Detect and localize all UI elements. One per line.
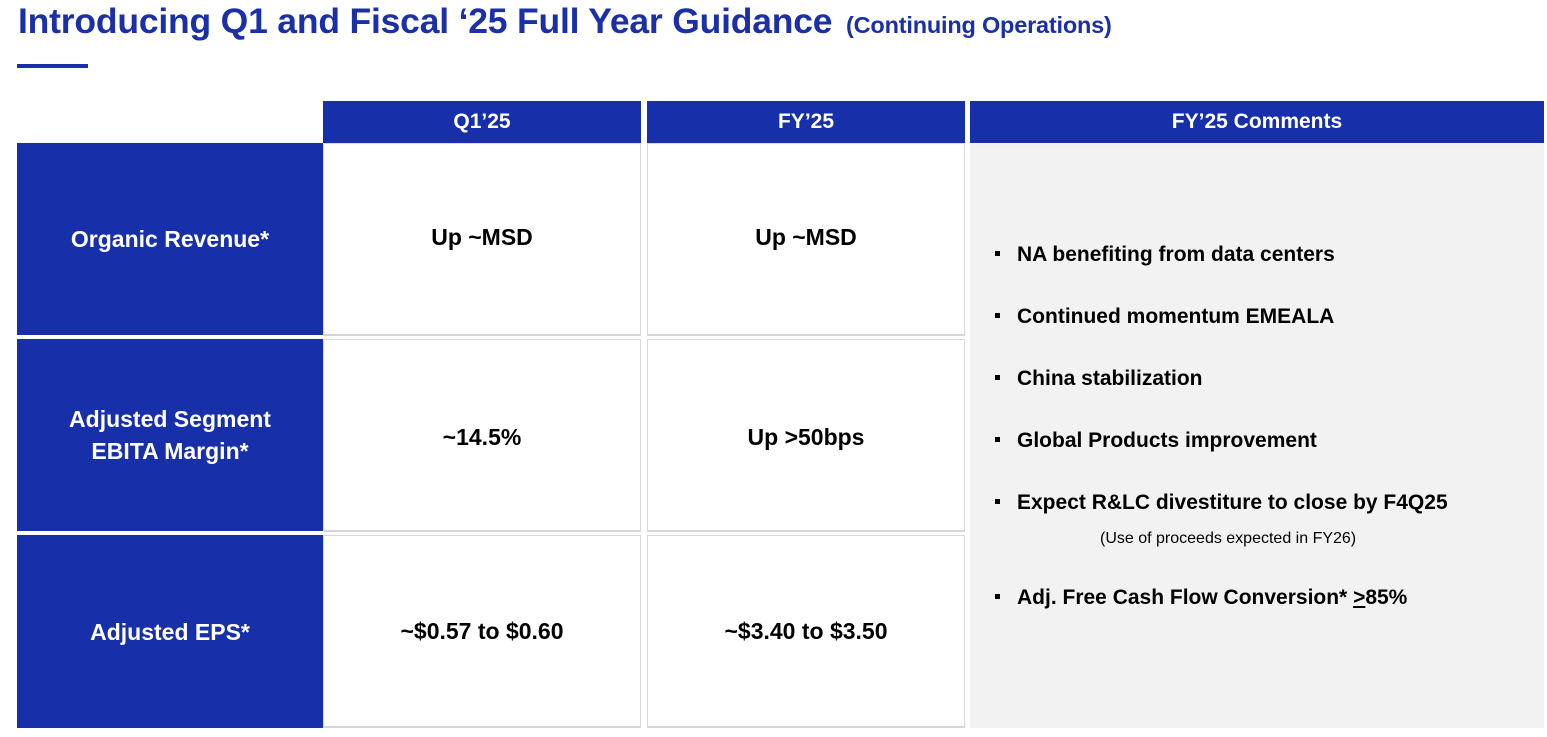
row-label-organic-revenue: Organic Revenue*: [17, 143, 323, 335]
row-label-adjusted-segment-ebita-margin: Adjusted Segment EBITA Margin*: [17, 339, 323, 531]
cell-value: ~14.5%: [442, 423, 522, 450]
comment-item: Continued momentum EMEALA: [995, 305, 1334, 329]
page-title: Introducing Q1 and Fiscal ‘25 Full Year …: [18, 1, 1112, 42]
comment-text: Expect R&LC divestiture to close by F4Q2…: [1017, 491, 1448, 514]
greater-equal-symbol: >: [1353, 586, 1366, 609]
comment-text: China stabilization: [1017, 367, 1203, 390]
cell-value: ~$0.57 to $0.60: [400, 617, 564, 644]
comments-panel: NA benefiting from data centers Continue…: [970, 143, 1544, 728]
cell-ebita-margin-q1: ~14.5%: [323, 339, 641, 532]
comment-text: Adj. Free Cash Flow Conversion*: [1017, 586, 1354, 609]
cell-value: Up ~MSD: [431, 223, 533, 250]
comment-item: Adj. Free Cash Flow Conversion* >85%: [995, 586, 1407, 610]
page-subtitle: (Continuing Operations): [846, 12, 1112, 38]
column-header-fy-25-comments: FY’25 Comments: [970, 101, 1544, 143]
bullet-square-icon: [995, 250, 1000, 256]
cell-ebita-margin-fy: Up >50bps: [647, 339, 965, 532]
comment-text-value: 85%: [1365, 586, 1408, 609]
column-header-q1-25: Q1’25: [323, 101, 641, 143]
comment-item: China stabilization: [995, 367, 1203, 391]
bullet-square-icon: [995, 312, 1000, 318]
comment-text: Continued momentum EMEALA: [1017, 305, 1335, 328]
comment-text: Global Products improvement: [1017, 429, 1317, 452]
cell-adjusted-eps-q1: ~$0.57 to $0.60: [323, 535, 641, 728]
bullet-square-icon: [995, 436, 1000, 442]
comment-item: Global Products improvement: [995, 429, 1317, 453]
column-header-fy-25: FY’25: [647, 101, 965, 143]
cell-value: ~$3.40 to $3.50: [724, 617, 888, 644]
bullet-square-icon: [995, 374, 1000, 380]
page-title-main: Introducing Q1 and Fiscal ‘25 Full Year …: [18, 1, 833, 41]
comment-text: NA benefiting from data centers: [1017, 243, 1335, 266]
bullet-square-icon: [995, 498, 1000, 504]
comment-note: (Use of proceeds expected in FY26): [1100, 530, 1357, 547]
cell-value: Up >50bps: [747, 423, 865, 450]
row-label-line-2: EBITA Margin*: [91, 438, 249, 464]
comment-item: NA benefiting from data centers: [995, 243, 1335, 267]
comment-item: Expect R&LC divestiture to close by F4Q2…: [995, 491, 1448, 515]
cell-value: Up ~MSD: [755, 223, 857, 250]
cell-organic-revenue-fy: Up ~MSD: [647, 143, 965, 336]
row-label-line-1: Adjusted Segment: [69, 406, 271, 432]
bullet-square-icon: [995, 593, 1000, 599]
cell-organic-revenue-q1: Up ~MSD: [323, 143, 641, 336]
title-underline-rule: [17, 64, 88, 68]
row-label-adjusted-eps: Adjusted EPS*: [17, 535, 323, 728]
cell-adjusted-eps-fy: ~$3.40 to $3.50: [647, 535, 965, 728]
